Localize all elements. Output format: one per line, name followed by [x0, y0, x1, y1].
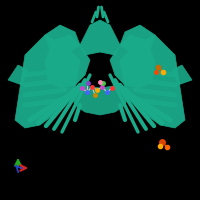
- Polygon shape: [15, 35, 80, 128]
- Polygon shape: [172, 65, 192, 85]
- Polygon shape: [45, 25, 80, 52]
- Polygon shape: [70, 85, 130, 115]
- Polygon shape: [120, 35, 185, 128]
- Polygon shape: [120, 25, 155, 52]
- Polygon shape: [8, 65, 28, 85]
- Polygon shape: [110, 35, 155, 88]
- Polygon shape: [80, 20, 120, 55]
- Polygon shape: [45, 35, 90, 88]
